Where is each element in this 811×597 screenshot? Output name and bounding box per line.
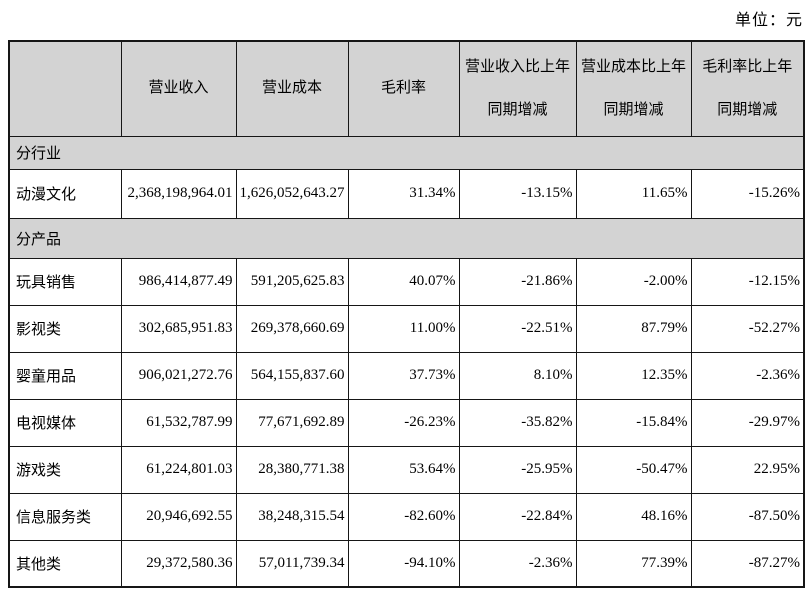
cost-yoy-cell: -50.47% [575,445,692,494]
revenue-yoy-cell: 8.10% [458,351,577,400]
revenue-cell: 302,685,951.83 [120,304,237,353]
revenue-yoy-cell: -2.36% [458,539,577,588]
row-label-cell: 婴童用品 [8,351,122,400]
col-header-empty [8,40,122,137]
cost-cell: 564,155,837.60 [235,351,349,400]
table-row-others: 其他类 29,372,580.36 57,011,739.34 -94.10% … [8,539,805,588]
cost-cell: 38,248,315.54 [235,492,349,541]
section-label: 分产品 [8,217,805,259]
margin-cell: -94.10% [347,539,460,588]
table-row-info-services: 信息服务类 20,946,692.55 38,248,315.54 -82.60… [8,492,805,541]
cost-yoy-cell: -2.00% [575,257,692,306]
revenue-yoy-cell: -35.82% [458,398,577,447]
margin-yoy-cell: -12.15% [690,257,805,306]
col-header-cost: 营业成本 [235,40,349,137]
margin-yoy-cell: -87.27% [690,539,805,588]
cost-cell: 57,011,739.34 [235,539,349,588]
margin-cell: 53.64% [347,445,460,494]
row-label-cell: 动漫文化 [8,168,122,219]
margin-yoy-cell: -52.27% [690,304,805,353]
section-row-by-industry: 分行业 [8,135,805,170]
col-header-cost-yoy: 营业成本比上年同期增减 [575,40,692,137]
revenue-cell: 61,224,801.03 [120,445,237,494]
row-label-cell: 玩具销售 [8,257,122,306]
revenue-cell: 20,946,692.55 [120,492,237,541]
revenue-yoy-cell: -21.86% [458,257,577,306]
revenue-yoy-cell: -22.84% [458,492,577,541]
revenue-cell: 2,368,198,964.01 [120,168,237,219]
row-label-cell: 信息服务类 [8,492,122,541]
row-label-cell: 游戏类 [8,445,122,494]
revenue-yoy-cell: -22.51% [458,304,577,353]
table-row-tv-media: 电视媒体 61,532,787.99 77,671,692.89 -26.23%… [8,398,805,447]
revenue-cell: 986,414,877.49 [120,257,237,306]
section-label: 分行业 [8,135,805,170]
margin-cell: 40.07% [347,257,460,306]
revenue-cell: 29,372,580.36 [120,539,237,588]
cost-yoy-cell: 12.35% [575,351,692,400]
cost-yoy-cell: 87.79% [575,304,692,353]
col-header-revenue: 营业收入 [120,40,237,137]
header-row: 营业收入 营业成本 毛利率 营业收入比上年同期增减 营业成本比上年同期增减 毛利… [8,40,805,137]
margin-yoy-cell: 22.95% [690,445,805,494]
row-label-cell: 电视媒体 [8,398,122,447]
revenue-cell: 61,532,787.99 [120,398,237,447]
cost-cell: 269,378,660.69 [235,304,349,353]
cost-yoy-cell: -15.84% [575,398,692,447]
unit-label: 单位：元 [734,12,803,29]
col-header-gross-margin: 毛利率 [347,40,460,137]
revenue-cell: 906,021,272.76 [120,351,237,400]
margin-yoy-cell: -29.97% [690,398,805,447]
margin-yoy-cell: -2.36% [690,351,805,400]
cost-yoy-cell: 77.39% [575,539,692,588]
margin-yoy-cell: -15.26% [690,168,805,219]
cost-yoy-cell: 11.65% [575,168,692,219]
table-row-anime-culture: 动漫文化 2,368,198,964.01 1,626,052,643.27 3… [8,168,805,219]
cost-yoy-cell: 48.16% [575,492,692,541]
margin-cell: -26.23% [347,398,460,447]
segment-financial-table: 营业收入 营业成本 毛利率 营业收入比上年同期增减 营业成本比上年同期增减 毛利… [8,40,805,588]
table-row-film-tv: 影视类 302,685,951.83 269,378,660.69 11.00%… [8,304,805,353]
cost-cell: 28,380,771.38 [235,445,349,494]
table-row-games: 游戏类 61,224,801.03 28,380,771.38 53.64% -… [8,445,805,494]
margin-cell: 37.73% [347,351,460,400]
margin-cell: 11.00% [347,304,460,353]
margin-cell: 31.34% [347,168,460,219]
margin-cell: -82.60% [347,492,460,541]
cost-cell: 591,205,625.83 [235,257,349,306]
revenue-yoy-cell: -25.95% [458,445,577,494]
revenue-yoy-cell: -13.15% [458,168,577,219]
table-row-baby-products: 婴童用品 906,021,272.76 564,155,837.60 37.73… [8,351,805,400]
cost-cell: 1,626,052,643.27 [235,168,349,219]
cost-cell: 77,671,692.89 [235,398,349,447]
table-row-toy-sales: 玩具销售 986,414,877.49 591,205,625.83 40.07… [8,257,805,306]
margin-yoy-cell: -87.50% [690,492,805,541]
row-label-cell: 其他类 [8,539,122,588]
row-label-cell: 影视类 [8,304,122,353]
col-header-revenue-yoy: 营业收入比上年同期增减 [458,40,577,137]
col-header-margin-yoy: 毛利率比上年同期增减 [690,40,805,137]
section-row-by-product: 分产品 [8,217,805,259]
